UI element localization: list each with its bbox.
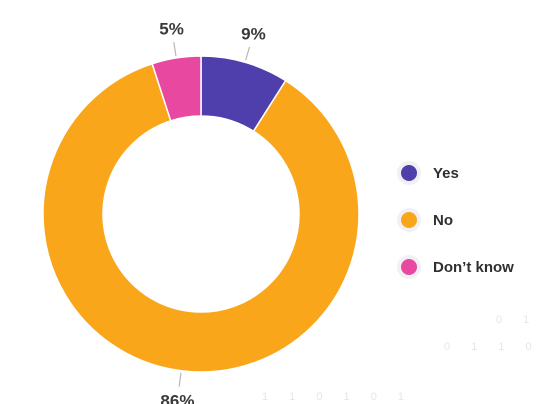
leader-lines — [173, 42, 251, 387]
legend-swatch-don-t-know — [401, 259, 417, 275]
watermark-digits-3: 1 1 0 1 0 1 — [262, 391, 413, 403]
legend-item-yes: Yes — [397, 161, 459, 185]
slice-don-t-know — [151, 55, 202, 122]
slice-labels: 9% 86% 5% — [159, 19, 265, 404]
leader-line-don-t-know — [173, 42, 177, 57]
legend-label-yes: Yes — [433, 165, 459, 182]
slice-label-yes: 9% — [241, 24, 266, 43]
legend-label-don-t-know: Don’t know — [433, 259, 514, 276]
leader-line-yes — [245, 46, 251, 61]
legend-swatch-yes — [401, 165, 417, 181]
legend-item-no: No — [397, 208, 453, 232]
legend-label-no: No — [433, 212, 453, 229]
legend-swatch-no — [401, 212, 417, 228]
slice-label-no: 86% — [160, 392, 194, 404]
donut-slices — [42, 55, 360, 373]
slice-label-don-t-know: 5% — [159, 19, 184, 38]
slice-no — [42, 62, 360, 373]
background-watermark: 0 1 0 1 1 0 1 1 0 1 0 1 — [262, 314, 540, 403]
legend: Yes No Don’t know — [397, 161, 514, 279]
watermark-digits-2: 0 1 1 0 — [444, 341, 540, 353]
legend-item-don-t-know: Don’t know — [397, 255, 514, 279]
watermark-digits-1: 0 1 — [496, 314, 538, 326]
leader-line-no — [178, 372, 182, 387]
